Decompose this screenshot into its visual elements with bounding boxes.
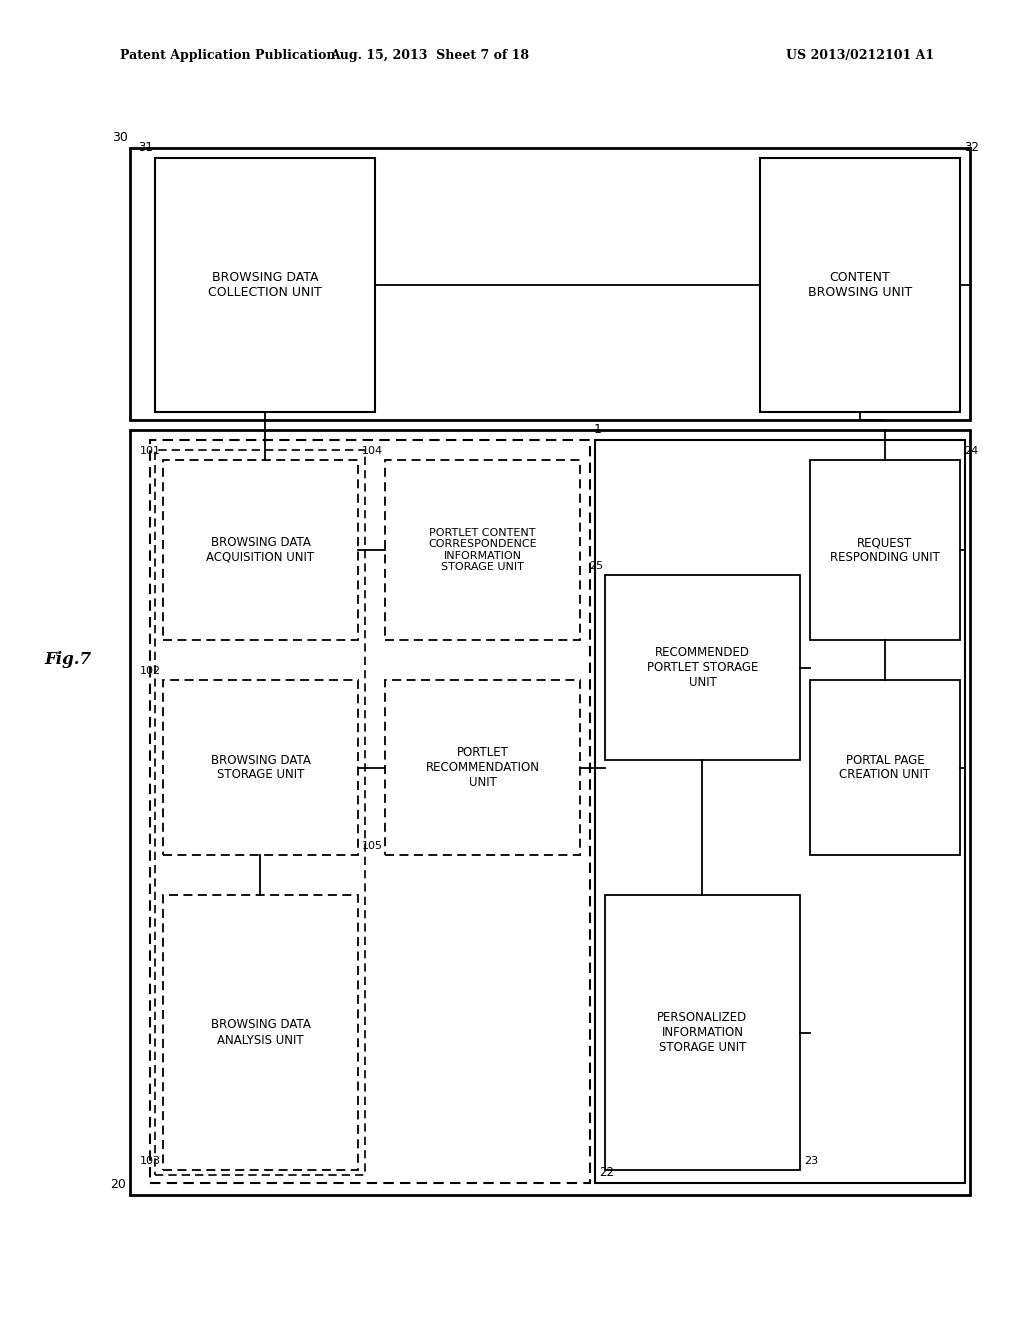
Text: 25: 25 [589,561,603,572]
Text: Fig.7: Fig.7 [44,652,91,668]
Bar [595,440,965,1183]
Text: 104: 104 [361,446,383,455]
Bar [605,895,800,1170]
Text: 32: 32 [964,141,979,154]
Bar [810,459,961,640]
Text: Aug. 15, 2013  Sheet 7 of 18: Aug. 15, 2013 Sheet 7 of 18 [331,49,529,62]
Text: BROWSING DATA
ACQUISITION UNIT: BROWSING DATA ACQUISITION UNIT [207,536,314,564]
Text: BROWSING DATA
STORAGE UNIT: BROWSING DATA STORAGE UNIT [211,754,310,781]
Text: BROWSING DATA
ANALYSIS UNIT: BROWSING DATA ANALYSIS UNIT [211,1019,310,1047]
Text: 101: 101 [140,446,161,455]
Text: 20: 20 [111,1177,126,1191]
Text: 102: 102 [140,667,161,676]
Text: 103: 103 [140,1156,161,1166]
Bar [385,459,580,640]
Bar [163,895,358,1170]
Text: CONTENT
BROWSING UNIT: CONTENT BROWSING UNIT [808,271,912,300]
Bar [150,440,590,1183]
Bar [760,158,961,412]
Text: PORTAL PAGE
CREATION UNIT: PORTAL PAGE CREATION UNIT [840,754,931,781]
Text: RECOMMENDED
PORTLET STORAGE
UNIT: RECOMMENDED PORTLET STORAGE UNIT [647,645,758,689]
Bar [130,430,970,1195]
Text: Patent Application Publication: Patent Application Publication [120,49,336,62]
Text: US 2013/0212101 A1: US 2013/0212101 A1 [786,49,934,62]
Text: PORTLET
RECOMMENDATION
UNIT: PORTLET RECOMMENDATION UNIT [426,746,540,789]
Bar [385,680,580,855]
Text: BROWSING DATA
COLLECTION UNIT: BROWSING DATA COLLECTION UNIT [208,271,322,300]
Text: REQUEST
RESPONDING UNIT: REQUEST RESPONDING UNIT [830,536,940,564]
Text: PORTLET CONTENT
CORRESPONDENCE
INFORMATION
STORAGE UNIT: PORTLET CONTENT CORRESPONDENCE INFORMATI… [428,528,537,573]
Text: 22: 22 [599,1166,614,1179]
Text: 24: 24 [964,446,978,455]
Text: PERSONALIZED
INFORMATION
STORAGE UNIT: PERSONALIZED INFORMATION STORAGE UNIT [657,1011,748,1053]
Bar [130,148,970,420]
Bar [155,158,375,412]
Text: 23: 23 [804,1156,818,1166]
Text: 1: 1 [594,422,602,436]
Bar [155,450,365,1175]
Bar [605,576,800,760]
Bar [810,680,961,855]
Text: 105: 105 [362,841,383,851]
Text: 31: 31 [138,141,153,154]
Bar [163,680,358,855]
Text: 30: 30 [112,131,128,144]
Bar [163,459,358,640]
